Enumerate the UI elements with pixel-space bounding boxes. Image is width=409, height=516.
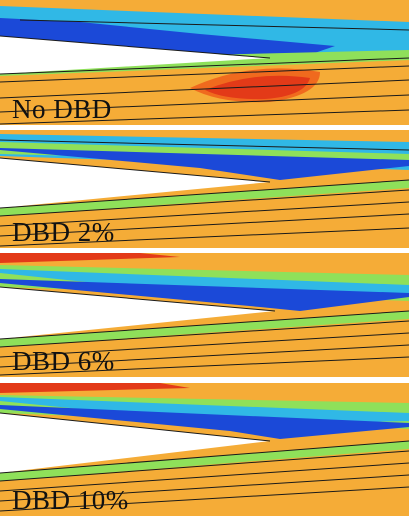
panel-label-dbd-2: DBD 2%: [12, 217, 115, 247]
panel-label-dbd-10: DBD 10%: [12, 485, 129, 515]
panel-dbd-2: DBD 2%: [0, 130, 409, 248]
panel-label-dbd-6: DBD 6%: [12, 346, 115, 376]
panel-dbd-10-contour: [0, 383, 409, 516]
panel-dbd-2-contour: [0, 130, 409, 248]
panel-dbd-10: DBD 10%: [0, 383, 409, 516]
panel-label-no-dbd: No DBD: [12, 94, 112, 124]
panel-no-dbd-contour: [0, 0, 409, 125]
panel-dbd-6: DBD 6%: [0, 253, 409, 377]
panel-dbd-6-contour: [0, 253, 409, 377]
panel-no-dbd: No DBD: [0, 0, 409, 125]
